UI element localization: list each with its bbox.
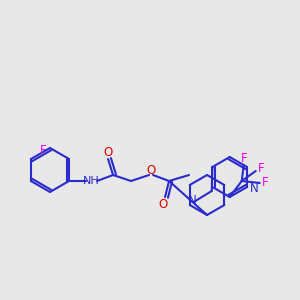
Text: F: F [261, 176, 268, 190]
Text: N: N [188, 194, 197, 208]
Text: O: O [146, 164, 156, 176]
Text: F: F [240, 152, 247, 164]
Text: N: N [250, 182, 258, 194]
Text: O: O [158, 197, 168, 211]
Text: F: F [40, 143, 46, 157]
Text: O: O [103, 146, 113, 158]
Text: NH: NH [83, 176, 99, 186]
Text: F: F [257, 161, 264, 175]
